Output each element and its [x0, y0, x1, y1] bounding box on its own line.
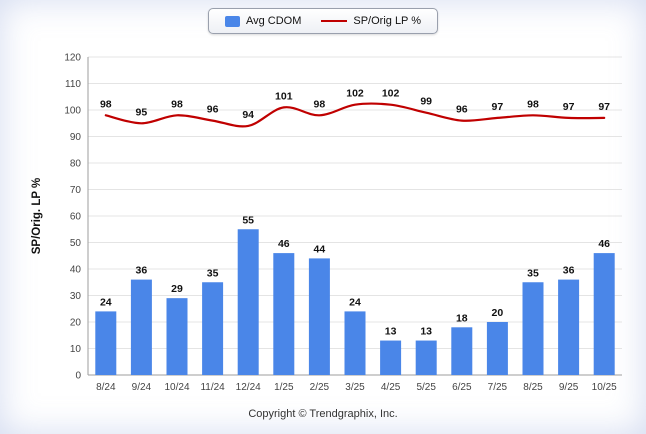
bar-value-label: 24 [349, 296, 361, 308]
line-value-label: 97 [492, 101, 504, 113]
y-tick-label: 60 [70, 212, 82, 223]
x-tick-label: 4/25 [381, 382, 401, 393]
bar [522, 282, 544, 375]
line-value-label: 96 [456, 104, 468, 116]
bar [415, 340, 437, 375]
y-tick-label: 70 [70, 185, 82, 196]
bar [95, 311, 117, 375]
bar [380, 340, 402, 375]
line-value-label: 97 [563, 101, 575, 113]
line-value-label: 102 [346, 88, 364, 100]
x-tick-label: 10/24 [164, 382, 189, 393]
y-tick-label: 110 [65, 79, 81, 90]
bar-value-label: 13 [420, 326, 432, 338]
x-tick-label: 7/25 [488, 382, 508, 393]
line-value-label: 102 [382, 88, 400, 100]
x-tick-label: 10/25 [592, 382, 617, 393]
bar [166, 298, 188, 375]
bar [273, 253, 295, 375]
bar-value-label: 13 [385, 326, 397, 338]
x-tick-label: 11/24 [200, 382, 225, 393]
line-value-label: 99 [420, 96, 432, 108]
x-tick-label: 12/24 [236, 382, 261, 393]
line-value-label: 98 [527, 98, 539, 110]
bar [308, 258, 330, 375]
bar-value-label: 46 [598, 238, 610, 250]
bar-value-label: 35 [207, 267, 219, 279]
x-tick-label: 8/24 [96, 382, 116, 393]
x-tick-label: 1/25 [274, 382, 294, 393]
x-tick-label: 2/25 [310, 382, 330, 393]
line-value-label: 98 [314, 98, 326, 110]
bar [593, 253, 615, 375]
bar [202, 282, 224, 375]
line-value-label: 98 [171, 98, 183, 110]
bar-value-label: 35 [527, 267, 539, 279]
bar-value-label: 46 [278, 238, 290, 250]
bar [237, 229, 259, 375]
bar [451, 327, 473, 375]
y-axis-title: SP/Orig. LP % [31, 178, 43, 254]
x-tick-label: 6/25 [452, 382, 472, 393]
line-value-label: 95 [136, 106, 148, 118]
bar-value-label: 36 [136, 265, 148, 277]
x-tick-label: 9/25 [559, 382, 579, 393]
bar-value-label: 24 [100, 296, 112, 308]
y-tick-label: 0 [75, 371, 81, 382]
bar [344, 311, 366, 375]
y-tick-label: 100 [64, 106, 81, 117]
bar-value-label: 44 [314, 243, 326, 255]
copyright-footer: Copyright © Trendgraphix, Inc. [248, 408, 398, 420]
line-value-label: 101 [275, 90, 293, 102]
line-value-label: 94 [242, 109, 254, 121]
bar [130, 279, 152, 375]
y-tick-label: 80 [70, 159, 82, 170]
line-series-path [104, 102, 606, 128]
line-value-label: 97 [598, 101, 610, 113]
y-tick-label: 120 [64, 53, 81, 64]
x-tick-label: 5/25 [416, 382, 436, 393]
bar-value-label: 36 [563, 265, 575, 277]
bar [486, 322, 508, 375]
x-tick-label: 3/25 [345, 382, 365, 393]
y-tick-label: 90 [70, 132, 82, 143]
y-tick-label: 10 [70, 344, 82, 355]
bar-value-label: 29 [171, 283, 183, 295]
bar-value-label: 55 [242, 214, 254, 226]
bar [558, 279, 580, 375]
y-tick-label: 30 [70, 291, 82, 302]
x-tick-label: 8/25 [523, 382, 543, 393]
bar-value-label: 18 [456, 312, 468, 324]
bar-value-label: 20 [492, 307, 504, 319]
y-tick-label: 50 [70, 238, 82, 249]
line-value-label: 96 [207, 104, 219, 116]
line-value-label: 98 [100, 98, 112, 110]
y-tick-label: 40 [70, 265, 82, 276]
x-tick-label: 9/24 [132, 382, 152, 393]
y-tick-label: 20 [70, 318, 82, 329]
